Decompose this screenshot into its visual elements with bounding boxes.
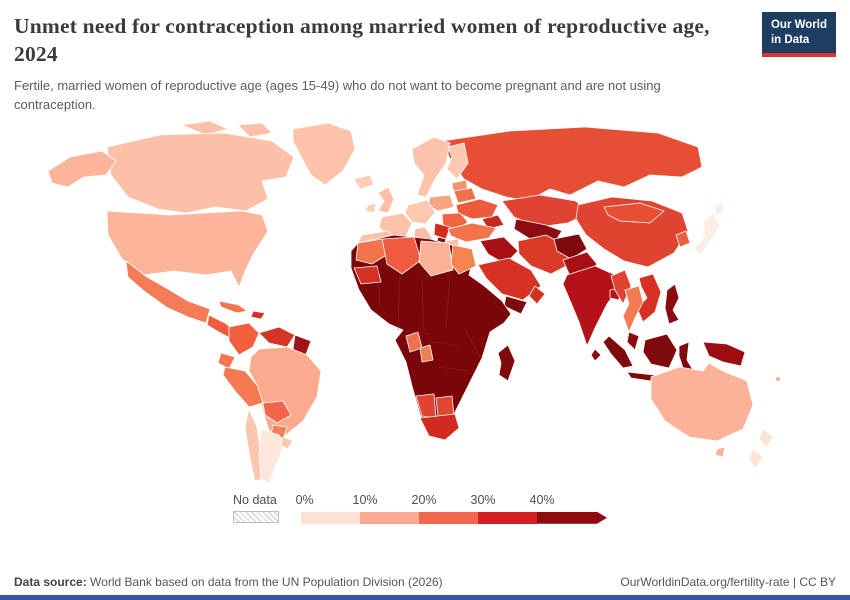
region-central-europe[interactable] xyxy=(404,199,436,225)
region-new-zealand-north[interactable] xyxy=(758,428,774,448)
title-block: Unmet need for contraception among marri… xyxy=(14,12,734,115)
region-japan[interactable] xyxy=(693,212,721,256)
owid-logo[interactable]: Our World in Data xyxy=(761,12,836,57)
region-kazakhstan[interactable] xyxy=(501,194,589,228)
chart-footer: Data source: World Bank based on data fr… xyxy=(0,575,850,589)
region-indochina[interactable] xyxy=(636,273,662,323)
region-afghanistan[interactable] xyxy=(553,233,588,260)
region-uruguay[interactable] xyxy=(280,436,294,450)
region-congo[interactable] xyxy=(419,344,434,363)
region-sri-lanka[interactable] xyxy=(590,348,602,362)
region-fiji[interactable] xyxy=(775,375,781,382)
region-mexico[interactable] xyxy=(125,260,211,324)
region-cuba[interactable] xyxy=(218,300,248,314)
legend-scale: 0% 10% 20% 30% 40% xyxy=(296,492,617,527)
data-source-text: World Bank based on data from the UN Pop… xyxy=(86,575,443,589)
legend-no-data: No data xyxy=(233,493,279,523)
region-australia[interactable] xyxy=(650,362,754,442)
region-belarus[interactable] xyxy=(453,187,477,204)
country-borders-overlay xyxy=(377,266,481,372)
legend-bin-10-20[interactable] xyxy=(360,511,419,524)
region-venezuela[interactable] xyxy=(258,326,296,348)
region-finland[interactable] xyxy=(446,142,469,180)
region-botswana[interactable] xyxy=(435,395,455,417)
region-yemen[interactable] xyxy=(503,295,528,315)
map-container xyxy=(0,117,850,493)
region-syria-iraq[interactable] xyxy=(479,236,519,265)
region-colombia[interactable] xyxy=(228,322,260,356)
region-canada[interactable] xyxy=(106,132,295,214)
legend-tick-20: 20% xyxy=(411,492,437,507)
region-ecuador[interactable] xyxy=(217,352,236,370)
region-indonesia-sumatra[interactable] xyxy=(602,335,634,369)
legend-bin-40-plus[interactable] xyxy=(537,512,607,524)
attribution-link[interactable]: OurWorldinData.org/fertility-rate | CC B… xyxy=(620,575,836,589)
legend-tick-10: 10% xyxy=(352,492,378,507)
page-title: Unmet need for contraception among marri… xyxy=(14,14,710,67)
region-india[interactable] xyxy=(562,265,620,347)
region-mongolia[interactable] xyxy=(603,202,665,224)
region-mauritania[interactable] xyxy=(353,265,382,285)
no-data-label: No data xyxy=(233,492,277,507)
region-brazil[interactable] xyxy=(248,346,322,438)
region-hispaniola[interactable] xyxy=(250,310,266,320)
region-ireland[interactable] xyxy=(364,202,377,214)
region-japan-hokkaido[interactable] xyxy=(713,202,725,216)
region-philippines[interactable] xyxy=(664,283,680,325)
page-subtitle: Fertile, married women of reproductive a… xyxy=(14,77,661,113)
data-source: Data source: World Bank based on data fr… xyxy=(14,575,443,589)
legend-tick-0: 0% xyxy=(295,492,314,507)
region-alaska[interactable] xyxy=(47,150,117,188)
region-new-guinea[interactable] xyxy=(702,341,746,367)
region-chile[interactable] xyxy=(244,408,264,482)
region-malaysia[interactable] xyxy=(626,331,640,351)
region-south-africa[interactable] xyxy=(419,413,460,441)
region-russia[interactable] xyxy=(441,126,703,202)
region-new-zealand-south[interactable] xyxy=(748,448,764,470)
legend-bin-20-30[interactable] xyxy=(419,511,478,524)
region-egypt[interactable] xyxy=(450,244,477,275)
region-turkey[interactable] xyxy=(447,222,497,243)
region-canada-arctic-2[interactable] xyxy=(237,122,273,138)
legend-bin-30-40[interactable] xyxy=(478,511,537,524)
owid-logo-line1: Our World xyxy=(770,19,827,31)
region-united-kingdom[interactable] xyxy=(377,186,395,214)
region-argentina[interactable] xyxy=(258,428,286,484)
region-indonesia-sulawesi[interactable] xyxy=(678,341,694,371)
owid-logo-line2: in Data xyxy=(770,33,810,46)
chart-header: Unmet need for contraception among marri… xyxy=(0,0,850,115)
region-thailand[interactable] xyxy=(622,285,644,333)
legend-tick-40: 40% xyxy=(529,492,555,507)
legend-tick-30: 30% xyxy=(470,492,496,507)
region-namibia[interactable] xyxy=(415,393,437,419)
region-bolivia[interactable] xyxy=(262,400,292,424)
region-canada-arctic-1[interactable] xyxy=(181,120,229,136)
region-oman[interactable] xyxy=(528,285,546,305)
legend-color-bar xyxy=(301,511,607,524)
bottom-accent-bar xyxy=(0,595,850,600)
region-peru[interactable] xyxy=(222,366,264,408)
legend-bin-0-10[interactable] xyxy=(301,511,360,524)
region-indonesia-borneo[interactable] xyxy=(642,333,678,369)
region-algeria[interactable] xyxy=(381,236,422,275)
region-scandinavia[interactable] xyxy=(411,136,451,198)
region-greenland[interactable] xyxy=(292,122,356,186)
map-legend: No data 0% 10% 20% 30% 40% xyxy=(0,493,850,527)
region-morocco[interactable] xyxy=(355,238,389,265)
region-iceland[interactable] xyxy=(353,174,375,190)
data-source-label: Data source: xyxy=(14,575,87,589)
region-korea[interactable] xyxy=(675,230,691,248)
no-data-swatch[interactable] xyxy=(233,510,279,523)
region-madagascar[interactable] xyxy=(497,344,516,382)
region-libya[interactable] xyxy=(418,240,454,277)
world-map xyxy=(47,120,781,484)
region-tasmania[interactable] xyxy=(714,446,726,458)
